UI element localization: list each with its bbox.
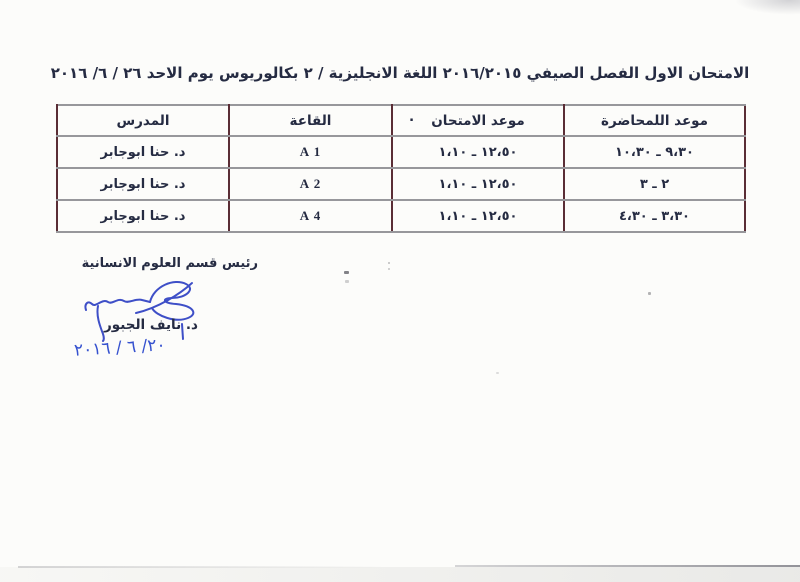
scanner-edge-line xyxy=(18,566,388,568)
col-header-exam-time: موعد الامتحان . xyxy=(391,104,565,137)
scan-speck xyxy=(388,262,390,264)
table-row: ٢ ـ ٣ ١٢،٥٠ ـ ١،١٠ A 2 د. حنا ابوجابر xyxy=(56,167,746,201)
teacher-header-label: المدرس xyxy=(116,112,170,129)
scanner-corner-smudge xyxy=(730,0,800,16)
exam-time-header-label: موعد الامتحان xyxy=(431,112,525,129)
scanner-bottom-shadow xyxy=(0,567,800,582)
exam-time-cell: ١٢،٥٠ ـ ١،١٠ xyxy=(391,167,565,201)
exam-time-cell: ١٢،٥٠ ـ ١،١٠ xyxy=(391,135,565,169)
hall-cell: A 2 xyxy=(228,167,393,201)
scan-speck xyxy=(388,268,390,270)
exam-time-cell: ١٢،٥٠ ـ ١،١٠ xyxy=(391,199,565,233)
teacher-cell: د. حنا ابوجابر xyxy=(56,167,230,201)
scan-speck xyxy=(648,292,651,295)
hall-cell: A 4 xyxy=(228,199,393,233)
lecture-time-header-label: موعد اللمحاضرة xyxy=(600,112,708,129)
document-title: الامتحان الاول الفصل الصيفي ٢٠١٦/٢٠١٥ ال… xyxy=(50,64,750,82)
hall-cell: A 1 xyxy=(228,135,393,169)
scan-speck xyxy=(345,280,349,283)
teacher-cell: د. حنا ابوجابر xyxy=(56,199,230,233)
teacher-cell: د. حنا ابوجابر xyxy=(56,135,230,169)
signer-name: د. نايف الجبور xyxy=(104,317,198,333)
handwritten-date: ٢٠١٦ / ٦ /٢٠ xyxy=(73,335,167,361)
scan-speck xyxy=(496,372,499,374)
exam-schedule-table: موعد اللمحاضرة موعد الامتحان . القاعة ال… xyxy=(56,104,746,233)
table-row: ٩،٣٠ ـ ١٠،٣٠ ١٢،٥٠ ـ ١،١٠ A 1 د. حنا ابو… xyxy=(56,135,746,169)
signer-role-title: رئيس قسم العلوم الانسانية xyxy=(81,256,258,271)
hall-header-label: القاعة xyxy=(289,112,332,129)
col-header-teacher: المدرس xyxy=(56,104,230,137)
table-header-row: موعد اللمحاضرة موعد الامتحان . القاعة ال… xyxy=(56,104,746,137)
scanner-edge-line xyxy=(455,565,800,567)
exam-time-header-dot: . xyxy=(409,109,415,125)
col-header-lecture-time: موعد اللمحاضرة xyxy=(563,104,746,137)
table-row: ٣،٣٠ ـ ٤،٣٠ ١٢،٥٠ ـ ١،١٠ A 4 د. حنا ابوج… xyxy=(56,199,746,233)
col-header-hall: القاعة xyxy=(228,104,393,137)
scan-speck xyxy=(344,271,349,274)
lecture-time-cell: ٩،٣٠ ـ ١٠،٣٠ xyxy=(563,135,746,169)
lecture-time-cell: ٢ ـ ٣ xyxy=(563,167,746,201)
lecture-time-cell: ٣،٣٠ ـ ٤،٣٠ xyxy=(563,199,746,233)
handwritten-signature xyxy=(84,281,195,342)
